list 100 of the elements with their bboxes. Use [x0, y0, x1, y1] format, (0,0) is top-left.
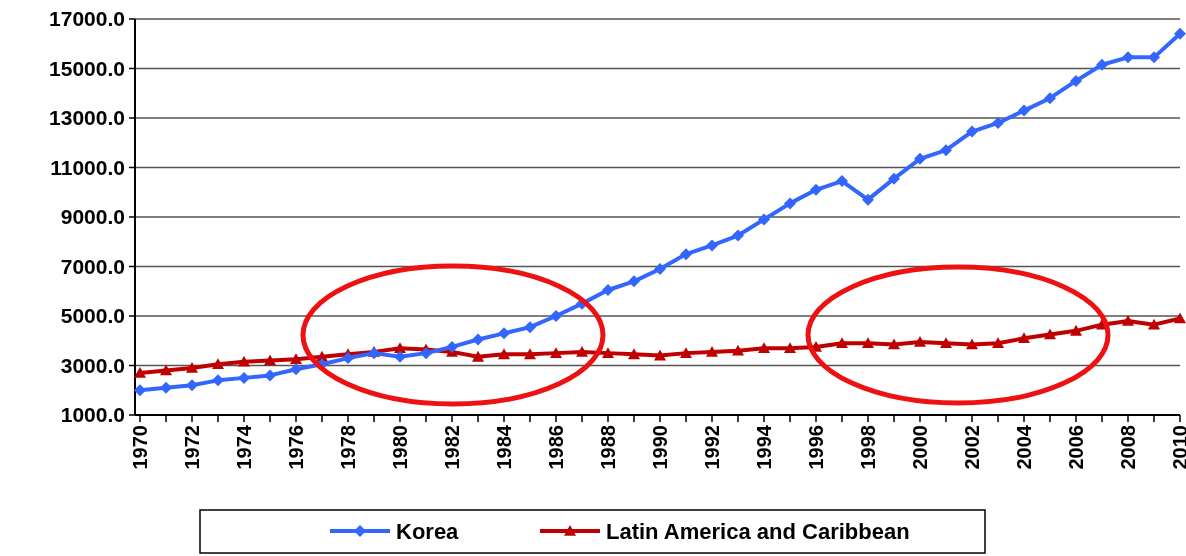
y-tick-label: 17000.0 [49, 7, 125, 31]
point [706, 345, 718, 357]
x-tick-label: 2008 [1117, 425, 1139, 470]
x-tick-label: 2006 [1065, 425, 1087, 470]
point [1044, 92, 1056, 105]
point [238, 355, 250, 367]
point [212, 374, 224, 387]
point [576, 345, 588, 357]
point [134, 366, 146, 378]
y-tick-label: 3000.0 [60, 353, 125, 377]
point [654, 262, 666, 275]
x-tick-label: 1980 [389, 425, 411, 470]
point [1070, 74, 1082, 87]
point [472, 350, 484, 362]
point [628, 275, 640, 288]
legend-label: Latin America and Caribbean [606, 518, 910, 544]
x-tick-label: 1976 [285, 425, 307, 470]
x-tick-label: 1978 [337, 425, 359, 470]
y-tick-label: 7000.0 [60, 254, 125, 278]
y-tick-label: 5000.0 [60, 304, 125, 328]
x-tick-label: 1990 [649, 425, 671, 470]
x-tick-label: 1988 [597, 425, 619, 470]
point [134, 384, 146, 397]
point [602, 347, 614, 358]
point [1174, 27, 1186, 40]
x-tick-label: 1996 [805, 425, 827, 470]
point [732, 229, 744, 242]
point [1148, 51, 1160, 64]
point [654, 349, 666, 361]
legend-label: Korea [396, 518, 460, 544]
point [680, 347, 692, 358]
point [1096, 58, 1108, 71]
point [1174, 312, 1186, 324]
point [394, 342, 406, 353]
point [784, 342, 796, 353]
x-tick-label: 1972 [181, 425, 203, 470]
x-tick-label: 1984 [493, 424, 515, 470]
point [186, 361, 198, 373]
point [1122, 314, 1134, 326]
x-tick-label: 2000 [909, 425, 931, 470]
y-tick-label: 11000.0 [50, 155, 125, 179]
point [940, 144, 952, 157]
x-tick-label: 1986 [545, 425, 567, 470]
point [264, 354, 276, 366]
point [992, 116, 1004, 129]
point [498, 348, 510, 360]
point [290, 363, 302, 376]
point [160, 381, 172, 394]
point [212, 358, 224, 370]
y-tick-label: 1000.0 [60, 403, 125, 427]
point [1122, 51, 1134, 64]
point [524, 321, 536, 334]
point [550, 310, 562, 322]
point [342, 352, 354, 365]
y-tick-label: 15000.0 [49, 56, 125, 80]
x-tick-label: 2002 [961, 425, 983, 470]
point [966, 125, 978, 138]
point [810, 183, 822, 196]
point [784, 197, 796, 210]
point [914, 335, 926, 347]
x-tick-label: 2004 [1013, 424, 1035, 470]
point [1018, 104, 1030, 117]
y-tick-label: 13000.0 [49, 106, 125, 130]
point [836, 175, 848, 188]
point [992, 337, 1004, 349]
point [420, 347, 432, 360]
x-tick-label: 1992 [701, 425, 723, 470]
x-tick-label: 1970 [129, 425, 151, 470]
y-tick-label: 9000.0 [60, 205, 125, 229]
point [888, 172, 900, 185]
point [836, 337, 848, 349]
point [628, 348, 640, 360]
x-tick-label: 1982 [441, 425, 463, 470]
point [862, 337, 874, 349]
point [1018, 332, 1030, 344]
point [186, 379, 198, 392]
point [914, 152, 926, 165]
point [940, 337, 952, 349]
point [1070, 324, 1082, 336]
point [1044, 328, 1056, 340]
point [966, 338, 978, 350]
point [758, 213, 770, 226]
point [264, 369, 276, 382]
point [446, 340, 458, 353]
point [862, 193, 874, 206]
point [394, 350, 406, 363]
point [602, 284, 614, 297]
point [290, 353, 302, 365]
point [160, 364, 172, 376]
x-tick-label: 1998 [857, 425, 879, 470]
x-tick-label: 1994 [753, 424, 775, 470]
point [888, 338, 900, 350]
point [550, 347, 562, 358]
point [706, 239, 718, 252]
point [238, 371, 250, 384]
point [472, 333, 484, 346]
point [758, 342, 770, 353]
x-tick-label: 1974 [233, 424, 255, 470]
point [498, 327, 510, 340]
point [524, 348, 536, 360]
